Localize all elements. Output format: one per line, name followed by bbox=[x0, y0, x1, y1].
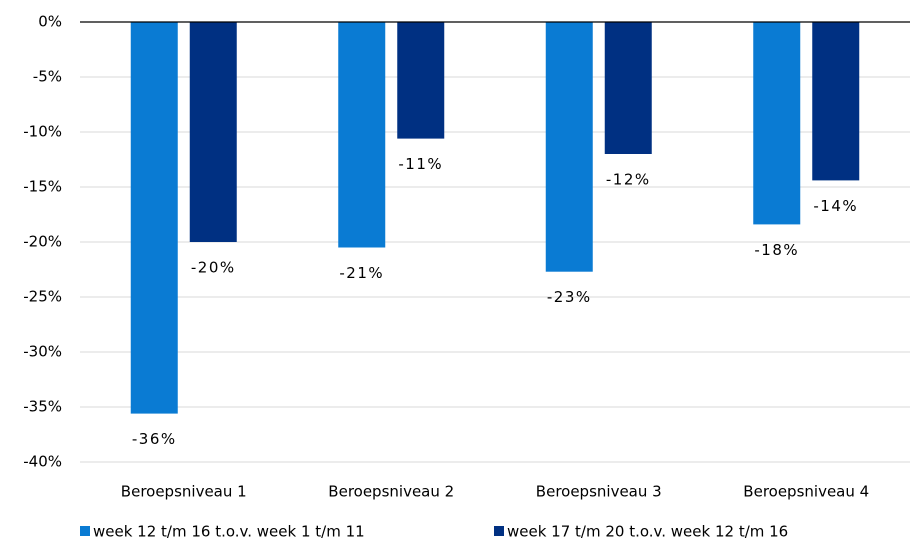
y-tick-label: -10% bbox=[23, 123, 62, 141]
bar bbox=[812, 22, 860, 181]
data-label: -23% bbox=[547, 288, 592, 306]
bar bbox=[189, 22, 237, 242]
y-tick-label: -5% bbox=[33, 68, 62, 86]
data-label: -36% bbox=[132, 430, 177, 448]
y-tick-label: 0% bbox=[38, 13, 62, 31]
x-tick-label: Beroepsniveau 4 bbox=[743, 483, 869, 501]
bar bbox=[545, 22, 593, 272]
bar bbox=[753, 22, 801, 225]
bar bbox=[130, 22, 178, 414]
legend-swatch bbox=[494, 526, 504, 536]
legend-label: week 12 t/m 16 t.o.v. week 1 t/m 11 bbox=[93, 523, 365, 541]
data-label: -11% bbox=[398, 155, 443, 173]
y-tick-label: -25% bbox=[23, 288, 62, 306]
data-label: -18% bbox=[754, 241, 799, 259]
bar bbox=[604, 22, 652, 154]
data-label: -14% bbox=[813, 197, 858, 215]
x-tick-label: Beroepsniveau 1 bbox=[121, 483, 247, 501]
x-tick-label: Beroepsniveau 3 bbox=[536, 483, 662, 501]
bar bbox=[397, 22, 445, 139]
y-tick-label: -35% bbox=[23, 398, 62, 416]
data-label: -21% bbox=[339, 264, 384, 282]
data-label: -12% bbox=[606, 171, 651, 189]
x-tick-label: Beroepsniveau 2 bbox=[328, 483, 454, 501]
bar bbox=[338, 22, 386, 248]
data-label: -20% bbox=[191, 259, 236, 277]
legend-label: week 17 t/m 20 t.o.v. week 12 t/m 16 bbox=[507, 523, 788, 541]
y-tick-label: -15% bbox=[23, 178, 62, 196]
y-tick-label: -30% bbox=[23, 343, 62, 361]
y-tick-label: -40% bbox=[23, 453, 62, 471]
y-tick-label: -20% bbox=[23, 233, 62, 251]
legend-swatch bbox=[80, 526, 90, 536]
